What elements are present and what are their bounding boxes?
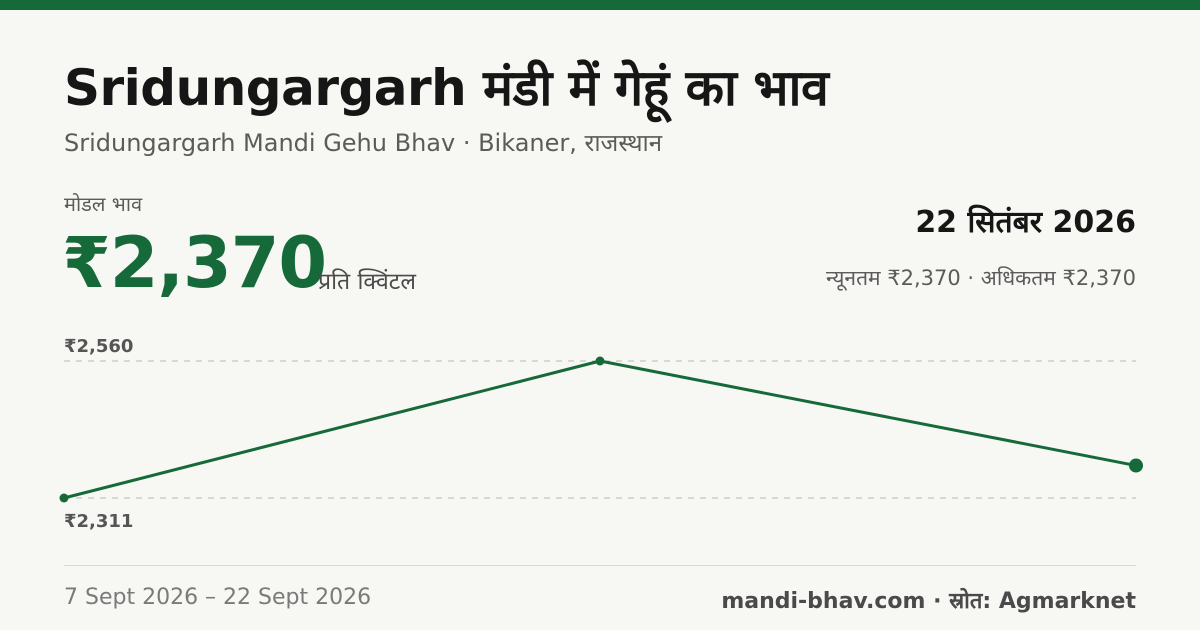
price-unit: प्रति क्विंटल bbox=[318, 269, 416, 295]
price-series-points bbox=[59, 356, 1143, 503]
source-credit: mandi-bhav.com · स्रोत: Agmarknet bbox=[721, 589, 1136, 614]
data-point bbox=[1129, 458, 1143, 473]
footer-divider bbox=[64, 565, 1136, 566]
modal-price-label: मोडल भाव bbox=[64, 192, 143, 216]
top-accent-bar bbox=[0, 0, 1200, 10]
price-series-line bbox=[63, 359, 1137, 500]
modal-price-value: ₹2,370 bbox=[62, 222, 327, 304]
date-range: 7 Sept 2026 – 22 Sept 2026 bbox=[64, 585, 372, 610]
page-subtitle: Sridungargarh Mandi Gehu Bhav · Bikaner,… bbox=[64, 129, 663, 157]
page-title: Sridungargarh मंडी में गेहूं का भाव bbox=[64, 59, 829, 117]
min-max-price: न्यूनतम ₹2,370 · अधिकतम ₹2,370 bbox=[826, 266, 1136, 290]
data-point bbox=[59, 493, 69, 503]
y-tick-label-top: ₹2,560 bbox=[64, 336, 133, 357]
y-tick-label-bottom: ₹2,311 bbox=[64, 511, 133, 532]
data-point bbox=[595, 356, 605, 366]
price-date: 22 सितंबर 2026 bbox=[915, 205, 1136, 240]
